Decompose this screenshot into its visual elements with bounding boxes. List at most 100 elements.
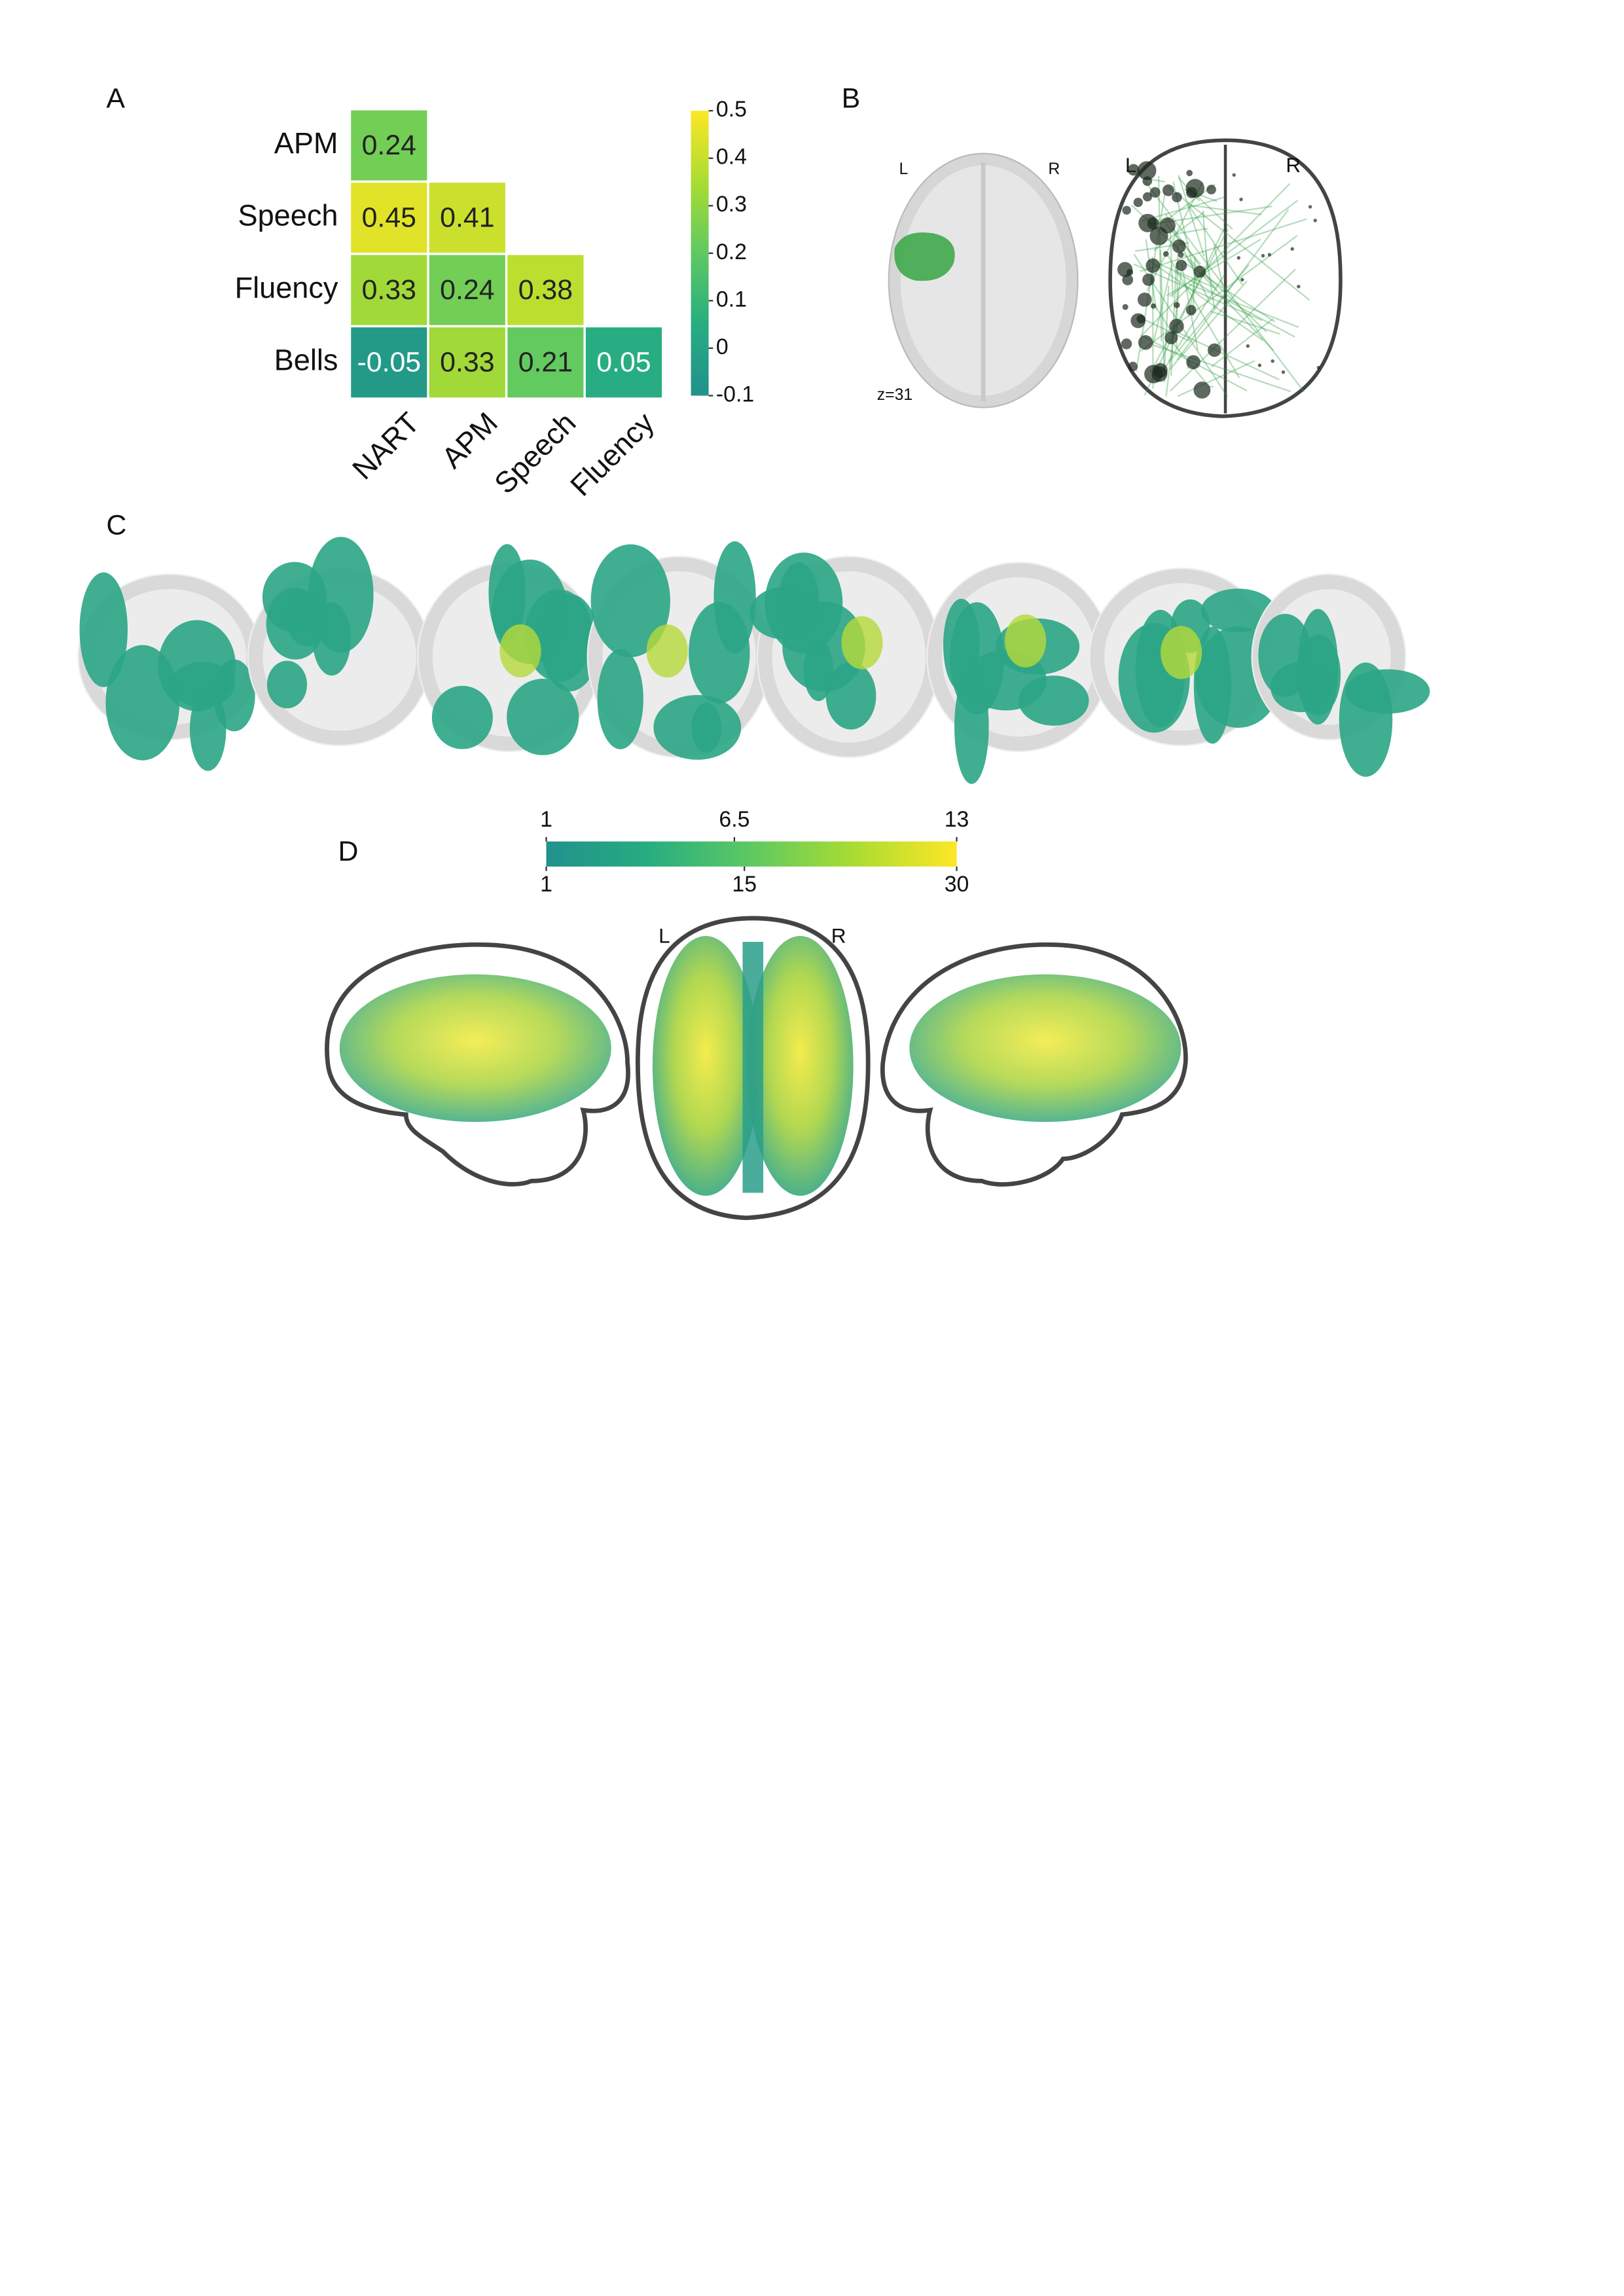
lesion-overlap (950, 602, 1004, 715)
lesion-overlap (590, 544, 670, 658)
lesion-peak (1161, 626, 1202, 679)
heatmap: 0.24 0.45 0.41 0.33 0.24 0.38 -0.05 0.33 0.21 0.0… (348, 108, 664, 400)
colorbar-tick-label: 0.2 (716, 240, 747, 264)
node (1281, 370, 1286, 374)
node (1316, 365, 1321, 370)
node (1146, 258, 1161, 273)
node (1142, 274, 1155, 286)
heatmap-cell (427, 325, 508, 400)
node (1122, 274, 1134, 285)
node (1121, 338, 1132, 350)
node (1128, 361, 1138, 372)
node (1271, 359, 1274, 363)
node (1185, 179, 1205, 198)
column-label: NART (346, 406, 425, 486)
colorbar (546, 841, 957, 867)
column-label: Speech (488, 406, 582, 500)
connection (1140, 183, 1291, 337)
connection (1159, 249, 1166, 383)
connection (1146, 181, 1204, 291)
lesion-overlap (79, 572, 128, 687)
node (1150, 303, 1157, 309)
lesion-overlap (778, 562, 820, 639)
node (1193, 265, 1206, 278)
connectome (742, 942, 764, 1193)
connectome (339, 974, 611, 1122)
connection (1211, 318, 1274, 368)
lesion-overlap (1018, 675, 1089, 726)
lesion-overlap (1200, 588, 1276, 632)
connection (1213, 243, 1224, 287)
row-label: Bells (274, 344, 338, 377)
cell-value: 0.24 (440, 274, 494, 306)
connection (1166, 238, 1261, 296)
node (1240, 278, 1244, 282)
node (1117, 262, 1133, 278)
connection (1176, 209, 1290, 361)
connection (1202, 210, 1208, 270)
node (1163, 251, 1169, 257)
panel-label: A (106, 83, 125, 115)
side-label: R (1048, 160, 1060, 178)
node (1138, 213, 1157, 232)
colorbar-tick-label: 6.5 (719, 807, 749, 832)
connection (1153, 303, 1174, 335)
connection (1169, 231, 1174, 298)
heatmap-cell (348, 253, 429, 328)
colorbar-tick-label: 15 (732, 872, 757, 897)
node (1137, 292, 1152, 307)
cell-value: 0.05 (596, 346, 651, 378)
node (1178, 252, 1184, 258)
node (1164, 331, 1178, 345)
lesion-overlap (189, 688, 226, 771)
node (1138, 335, 1153, 350)
cell-value: 0.21 (518, 346, 573, 378)
connection (1187, 204, 1262, 215)
connection (1177, 360, 1255, 397)
node (1122, 206, 1131, 215)
node (1142, 192, 1153, 202)
connection (1144, 181, 1305, 393)
lesion-overlap (803, 639, 834, 702)
connection (1163, 285, 1170, 372)
colorbar-tick-label: 1 (540, 807, 552, 832)
cell-value: 0.24 (362, 130, 416, 161)
connection (1158, 176, 1163, 342)
node (1206, 185, 1216, 195)
lesion-overlap (597, 649, 643, 749)
heatmap-cell (427, 253, 508, 328)
node (1186, 355, 1200, 370)
node (1186, 170, 1193, 177)
node (1232, 173, 1236, 177)
side-label: R (831, 924, 846, 948)
glass-brain: L R (1108, 138, 1343, 418)
lesion-overlap (308, 537, 374, 653)
column-label: APM (435, 406, 504, 475)
row-label: Speech (238, 199, 338, 232)
connection (1168, 186, 1310, 301)
connectome (909, 974, 1182, 1122)
node (1149, 187, 1161, 198)
slice-row (77, 537, 1430, 784)
colorbar-tick-label: 1 (540, 872, 552, 897)
node (1133, 198, 1143, 207)
node (1297, 285, 1301, 289)
side-label: R (1286, 153, 1301, 177)
lesion-overlap (431, 685, 493, 749)
cell-value: 0.38 (518, 274, 573, 306)
heatmap-cell (348, 325, 429, 400)
heatmap-cell (583, 325, 664, 400)
heatmap-cell (427, 180, 508, 255)
lesion-overlap (170, 662, 235, 708)
node (1127, 164, 1140, 176)
heatmap-cell (348, 180, 429, 255)
node (1257, 363, 1262, 367)
lesion-peak (646, 624, 688, 678)
node (1239, 197, 1243, 202)
connection (1140, 218, 1307, 272)
node (1193, 382, 1211, 399)
connection (1210, 310, 1280, 335)
lesion-overlap (825, 662, 876, 730)
colorbar-tick-label: -0.1 (716, 382, 754, 406)
